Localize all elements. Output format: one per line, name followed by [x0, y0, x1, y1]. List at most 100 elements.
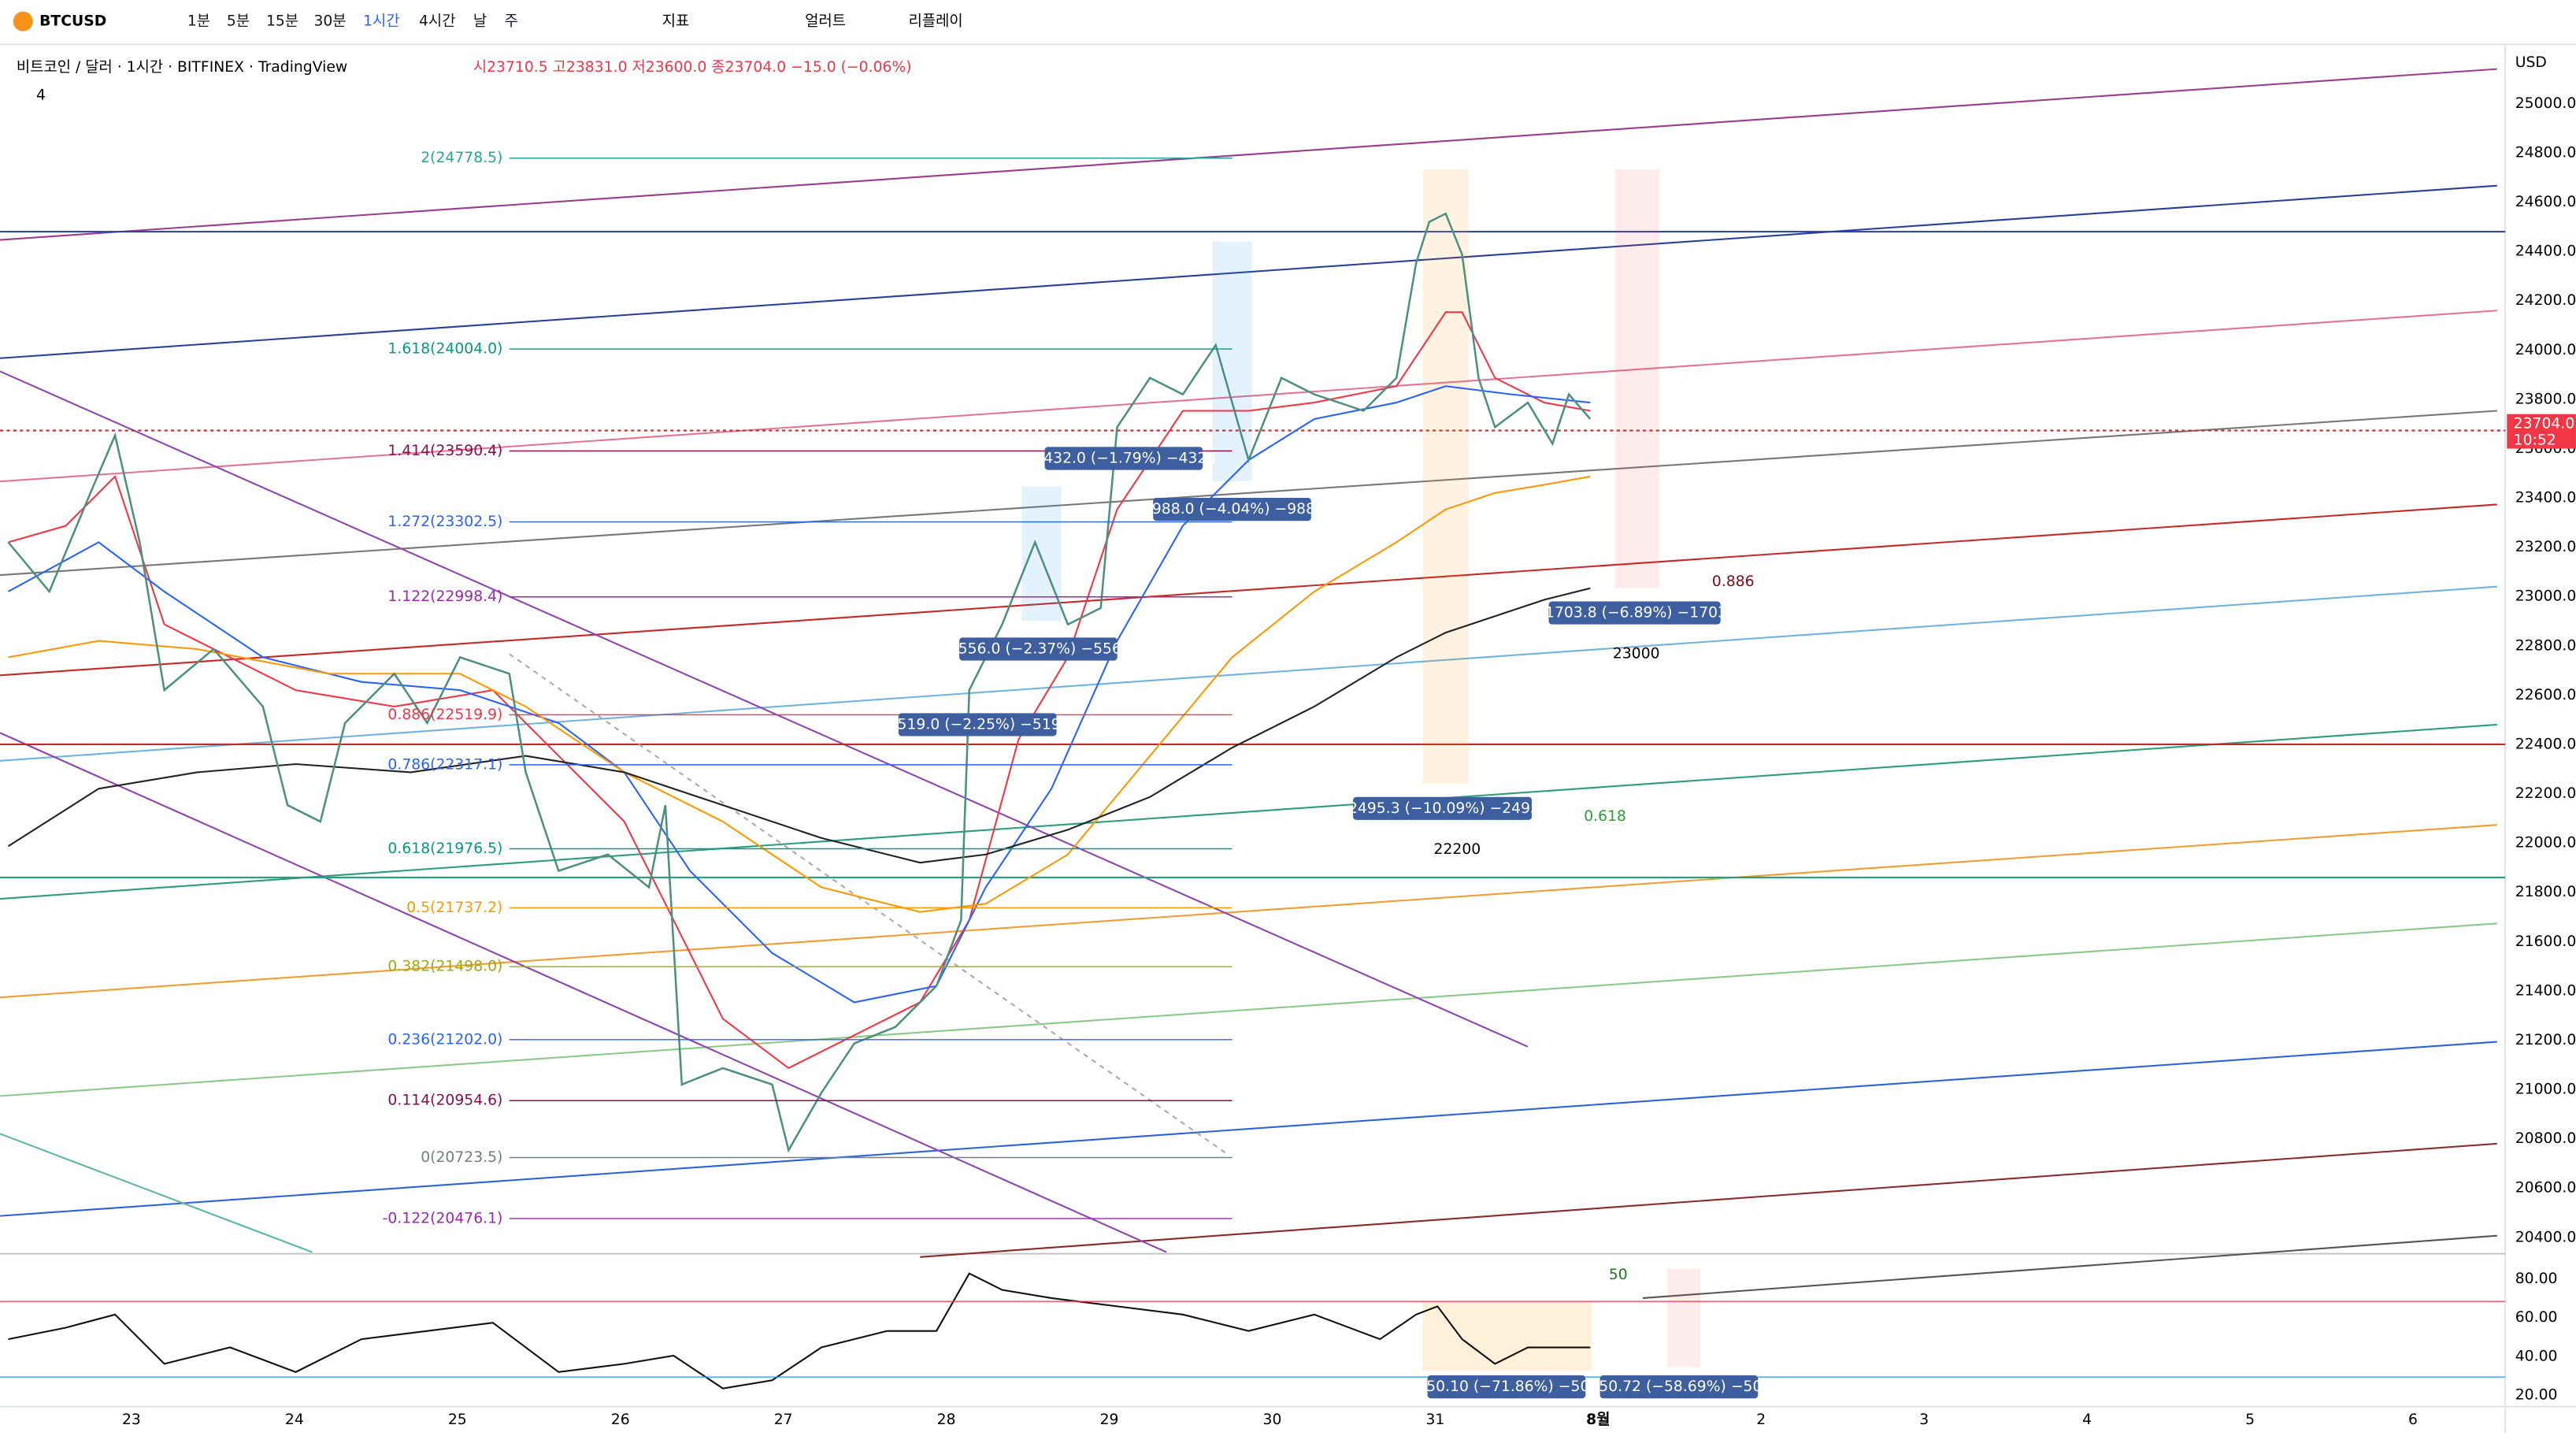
interval-button[interactable]: 15분 [266, 13, 298, 30]
interval-button[interactable]: 날 [473, 13, 487, 30]
price-tick-label: 23200.0 [2515, 539, 2576, 555]
fib-label: 0.618(21976.5) [387, 840, 502, 857]
time-label: 25 [448, 1412, 467, 1428]
price-line [7, 212, 1592, 1153]
time-label: 27 [774, 1412, 793, 1428]
measure-box [959, 637, 1118, 661]
time-label: 23 [122, 1412, 141, 1428]
countdown: 10:52 [2514, 432, 2556, 449]
price-tick-label: 24000.0 [2515, 342, 2576, 358]
toolbar-button[interactable]: 얼러트 [805, 13, 846, 30]
interval-button[interactable]: 1분 [187, 13, 210, 30]
time-label: 2 [1756, 1412, 1766, 1428]
rsi-tick-label: 60.00 [2515, 1309, 2558, 1326]
fib-label: 2(24778.5) [421, 150, 502, 166]
interval-button[interactable]: 30분 [313, 13, 346, 30]
fib-label: 0.114(20954.6) [387, 1093, 502, 1109]
measure-label: −2495.3 (−10.09%) −24953 [1336, 800, 1549, 817]
price-tick-label: 22000.0 [2515, 835, 2576, 852]
measure-box [898, 713, 1057, 737]
price-tick-label: 23800.0 [2515, 391, 2576, 407]
moving-averages [7, 311, 1591, 1070]
last-price: 23704.0 [2514, 416, 2575, 432]
interval-button[interactable]: 주 [504, 13, 517, 30]
annotation: 22200 [1434, 841, 1481, 858]
rsi-tick-label: 80.00 [2515, 1271, 2558, 1287]
annotation: 50 [1609, 1267, 1628, 1283]
measure-label: −1703.8 (−6.89%) −17038 [1533, 605, 1736, 622]
symbol: BTCUSD [39, 13, 106, 30]
measure-box [1599, 1375, 1759, 1399]
measure-label: −519.0 (−2.25%) −5190 [885, 716, 1070, 733]
annotation: 0.618 [1584, 808, 1626, 825]
price-tick-label: 20600.0 [2515, 1180, 2576, 1197]
price-tick-label: 24400.0 [2515, 243, 2576, 260]
fib-label: 0.236(21202.0) [387, 1031, 502, 1048]
fib-label: 0.886(22519.9) [387, 707, 502, 723]
toolbar-button[interactable]: 지표 [662, 13, 690, 30]
price-tick-label: 24200.0 [2515, 292, 2576, 309]
measure-box [1548, 601, 1721, 625]
fib-label: 1.414(23590.4) [387, 443, 502, 459]
measure-zones [1021, 169, 1701, 1371]
fib-label: 1.272(23302.5) [387, 514, 502, 530]
measure-label: −432.0 (−1.79%) −4320 [1031, 450, 1216, 466]
measure-label: −556.0 (−2.37%) −5560 [946, 640, 1131, 657]
toolbar-button[interactable]: 리플레이 [909, 13, 963, 30]
trend-lines [0, 68, 2506, 1299]
measure-box [1153, 498, 1311, 521]
annotation: 0.886 [1712, 573, 1755, 590]
price-tick-label: 20400.0 [2515, 1229, 2576, 1245]
time-label: 29 [1100, 1412, 1119, 1428]
fib-label: 0(20723.5) [421, 1149, 502, 1166]
rsi-tick-label: 40.00 [2515, 1348, 2558, 1364]
rsi-tick-label: 20.00 [2515, 1387, 2558, 1404]
time-label: 24 [285, 1412, 304, 1428]
measure-label: −988.0 (−4.04%) −9880 [1140, 501, 1325, 518]
measure-box [1044, 447, 1203, 470]
price-tick-label: 24800.0 [2515, 144, 2576, 161]
time-label: 4 [2082, 1412, 2092, 1428]
price-tick-label: 22400.0 [2515, 736, 2576, 752]
price-tick-label: 23000.0 [2515, 588, 2576, 605]
interval-button[interactable]: 4시간 [419, 13, 455, 30]
measure-label: −50.72 (−58.69%) −507 [1587, 1378, 1772, 1395]
time-label: 28 [937, 1412, 956, 1428]
time-label: 6 [2408, 1412, 2418, 1428]
time-label: 30 [1263, 1412, 1282, 1428]
price-tick-label: 24600.0 [2515, 194, 2576, 210]
price-tick-label: 21000.0 [2515, 1082, 2576, 1098]
time-label: 31 [1425, 1412, 1444, 1428]
time-label: 8월 [1586, 1411, 1610, 1428]
last-price-box [2507, 414, 2576, 449]
price-tick-label: 22200.0 [2515, 785, 2576, 802]
interval-button[interactable]: 1시간 [363, 13, 399, 30]
fib-label: 1.122(22998.4) [387, 588, 502, 605]
measure-box [1427, 1375, 1586, 1399]
annotation: 23000 [1613, 646, 1660, 662]
legend-title: 비트코인 / 달러 · 1시간 · BITFINEX · TradingView [17, 58, 347, 76]
time-label: 3 [1919, 1412, 1929, 1428]
price-tick-label: 20800.0 [2515, 1130, 2576, 1147]
fib-label: 0.5(21737.2) [406, 900, 502, 916]
measure-label: −50.10 (−71.86%) −501 [1414, 1378, 1599, 1395]
legend-ohlc: 시23710.5 고23831.0 저23600.0 종23704.0 −15.… [473, 58, 912, 76]
indicator-count: 4 [36, 87, 46, 103]
rsi-line [8, 1272, 1591, 1390]
currency: USD [2515, 54, 2547, 71]
price-tick-label: 22800.0 [2515, 637, 2576, 654]
interval-button[interactable]: 5분 [227, 13, 250, 30]
symbol-icon [13, 11, 33, 32]
price-tick-label: 23400.0 [2515, 490, 2576, 506]
fib-label: 0.786(22317.1) [387, 756, 502, 773]
time-label: 26 [611, 1412, 630, 1428]
price-tick-label: 21400.0 [2515, 982, 2576, 999]
fib-label: 0.382(21498.0) [387, 959, 502, 975]
time-label: 5 [2245, 1412, 2255, 1428]
price-tick-label: 22600.0 [2515, 687, 2576, 703]
fib-label: 1.618(24004.0) [387, 341, 502, 358]
fib-label: -0.122(20476.1) [383, 1210, 503, 1226]
price-tick-label: 25000.0 [2515, 95, 2576, 112]
